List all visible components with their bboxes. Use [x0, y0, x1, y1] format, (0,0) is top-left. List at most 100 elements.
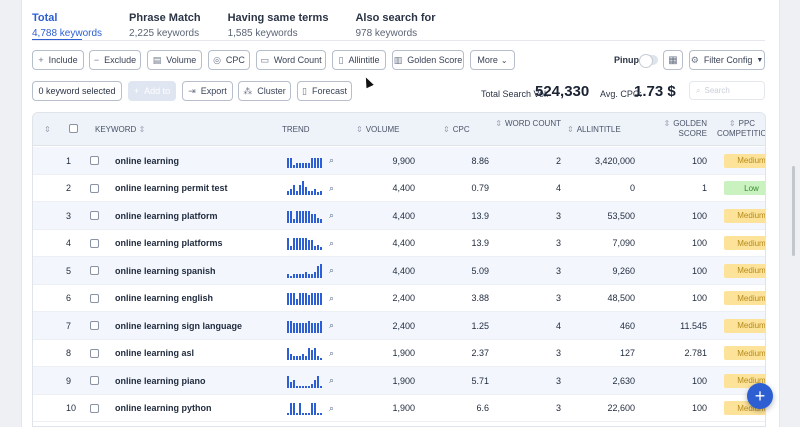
word-count-cell: 4 [555, 183, 561, 194]
allintitle-cell: 460 [619, 320, 635, 331]
keyword-cell[interactable]: online learning english [115, 293, 214, 304]
keyboard-icon: ▭ [260, 54, 269, 65]
ppc-competition-header[interactable]: ⇕PPC COMPETITION [717, 119, 765, 138]
tab-total[interactable]: Total 4,788 keywords [32, 12, 102, 40]
table-row[interactable]: 7 online learning sign language ⌕ 2,400 1.25… [33, 312, 765, 340]
row-number: 1 [66, 155, 72, 166]
keyword-cell[interactable]: online learning sign language [115, 320, 243, 331]
cpc-cell: 3.88 [471, 293, 489, 304]
coins-icon: ◎ [213, 54, 221, 65]
search-icon[interactable]: ⌕ [329, 292, 335, 303]
more-filters-button[interactable]: More ⌄ [470, 50, 515, 70]
ppc-badge: Low [724, 181, 765, 196]
search-icon[interactable]: ⌕ [329, 402, 335, 413]
row-checkbox[interactable] [90, 312, 99, 340]
tab-phrase-match[interactable]: Phrase Match 2,225 keywords [129, 12, 201, 40]
row-checkbox[interactable] [90, 175, 99, 203]
export-button[interactable]: ⇥ Export [182, 81, 233, 101]
row-checkbox[interactable] [90, 340, 99, 368]
row-checkbox[interactable] [90, 257, 99, 285]
search-icon[interactable]: ⌕ [329, 182, 335, 193]
trend-cell: ⌕ [287, 312, 334, 340]
table-row[interactable]: 10 online learning python ⌕ 1,900 6.6 3 22,600… [33, 395, 765, 423]
allintitle-cell: 9,260 [612, 265, 635, 276]
word-count-filter-button[interactable]: ▭ Word Count [256, 50, 326, 70]
cpc-header[interactable]: ⇕ CPC [443, 125, 470, 134]
search-icon[interactable]: ⌕ [329, 237, 335, 248]
add-fab-button[interactable]: + [747, 383, 773, 409]
cluster-button[interactable]: ⁂ Cluster [238, 81, 291, 101]
keyword-cell[interactable]: online learning platform [115, 210, 218, 221]
search-icon[interactable]: ⌕ [329, 375, 335, 386]
row-checkbox[interactable] [90, 367, 99, 395]
word-count-header[interactable]: ⇕ WORD COUNT [495, 119, 561, 128]
table-row[interactable]: 4 online learning platforms ⌕ 4,400 13.9 3 7,0… [33, 230, 765, 258]
row-checkbox[interactable] [90, 395, 99, 423]
cpc-cell: 13.9 [471, 238, 489, 249]
allintitle-cell: 2,630 [612, 375, 635, 386]
keyword-cell[interactable]: online learning spanish [115, 265, 216, 276]
trend-sparkline [287, 154, 323, 168]
table-row[interactable]: 3 online learning platform ⌕ 4,400 13.9 3 53,5… [33, 202, 765, 230]
row-checkbox[interactable] [90, 202, 99, 230]
table-row[interactable]: 9 online learning piano ⌕ 1,900 5.71 3 2,630 10… [33, 367, 765, 395]
trend-cell: ⌕ [287, 147, 334, 175]
keyword-cell[interactable]: online learning platforms [115, 238, 223, 249]
ppc-cell: Medium [724, 202, 765, 230]
pinup-toggle[interactable] [639, 54, 658, 68]
golden-score-cell: 100 [691, 155, 707, 166]
keyword-cell[interactable]: online learning permit test [115, 183, 228, 194]
row-checkbox[interactable] [90, 285, 99, 313]
golden-score-header[interactable]: ⇕ GOLDEN SCORE [663, 119, 708, 138]
search-icon[interactable]: ⌕ [329, 265, 335, 276]
tab-count: 978 keywords [355, 28, 418, 39]
cpc-cell: 5.71 [471, 375, 489, 386]
keyword-header[interactable]: KEYWORD ⇕ [95, 125, 146, 134]
golden-score-filter-button[interactable]: ▥ Golden Score [392, 50, 464, 70]
column-layout-button[interactable]: ▦ [663, 50, 683, 70]
cpc-filter-button[interactable]: ◎ CPC [208, 50, 250, 70]
keyword-cell[interactable]: online learning piano [115, 375, 206, 386]
trend-sparkline [287, 374, 323, 388]
search-icon[interactable]: ⌕ [329, 155, 335, 166]
row-number-sort[interactable]: ⇕ [44, 125, 51, 134]
result-tabs: Total 4,788 keywords Phrase Match 2,225 key… [32, 12, 463, 40]
row-number: 4 [66, 238, 72, 249]
table-row[interactable]: 6 online learning english ⌕ 2,400 3.88 3 48,50… [33, 285, 765, 313]
table-row[interactable]: 2 online learning permit test ⌕ 4,400 0.79 4 0… [33, 175, 765, 203]
word-count-cell: 4 [555, 320, 561, 331]
keyword-cell[interactable]: online learning asl [115, 348, 195, 359]
table-row[interactable]: 5 online learning spanish ⌕ 4,400 5.09 3 9,260… [33, 257, 765, 285]
select-all-checkbox[interactable] [69, 124, 78, 136]
add-to-button[interactable]: + Add to [128, 81, 176, 101]
tab-count: 2,225 keywords [129, 28, 200, 39]
keyword-cell[interactable]: online learning [115, 155, 180, 166]
table-row[interactable]: 8 online learning asl ⌕ 1,900 2.37 3 127 2.781 M… [33, 340, 765, 368]
search-icon[interactable]: ⌕ [329, 210, 335, 221]
search-icon[interactable]: ⌕ [329, 320, 335, 331]
page-scrollbar[interactable] [792, 166, 795, 256]
include-button[interactable]: + Include [32, 50, 84, 70]
table-row[interactable]: 1 online learning ⌕ 9,900 8.86 2 3,420,000 100 M… [33, 147, 765, 175]
tab-having-same-terms[interactable]: Having same terms 1,585 keywords [228, 12, 329, 40]
volume-header[interactable]: ⇕ VOLUME [356, 125, 400, 134]
search-icon[interactable]: ⌕ [329, 347, 335, 358]
table-header: ⇕ KEYWORD ⇕ TREND ⇕ VOLUME ⇕ CPC ⇕ WORD COU… [33, 113, 765, 146]
trend-sparkline [287, 401, 323, 416]
tab-also-search-for[interactable]: Also search for 978 keywords [355, 12, 435, 40]
filter-config-button[interactable]: ⚙ Filter Config ▼ [689, 50, 765, 70]
forecast-button[interactable]: ▯ Forecast [297, 81, 352, 101]
allintitle-header[interactable]: ⇕ ALLINTITLE [567, 125, 621, 134]
row-checkbox[interactable] [90, 147, 99, 175]
allintitle-cell: 7,090 [612, 238, 635, 249]
volume-filter-button[interactable]: ▤ Volume [147, 50, 202, 70]
trend-sparkline [287, 236, 323, 251]
exclude-button[interactable]: − Exclude [89, 50, 141, 70]
ppc-cell: Medium [724, 312, 765, 340]
trend-sparkline [287, 263, 323, 278]
keyword-cell[interactable]: online learning python [115, 403, 212, 414]
allintitle-filter-button[interactable]: ▯ Allintitle [332, 50, 386, 70]
keyword-search-input[interactable]: ⌕ Search [689, 81, 765, 100]
word-count-cell: 3 [555, 293, 561, 304]
row-checkbox[interactable] [90, 230, 99, 258]
